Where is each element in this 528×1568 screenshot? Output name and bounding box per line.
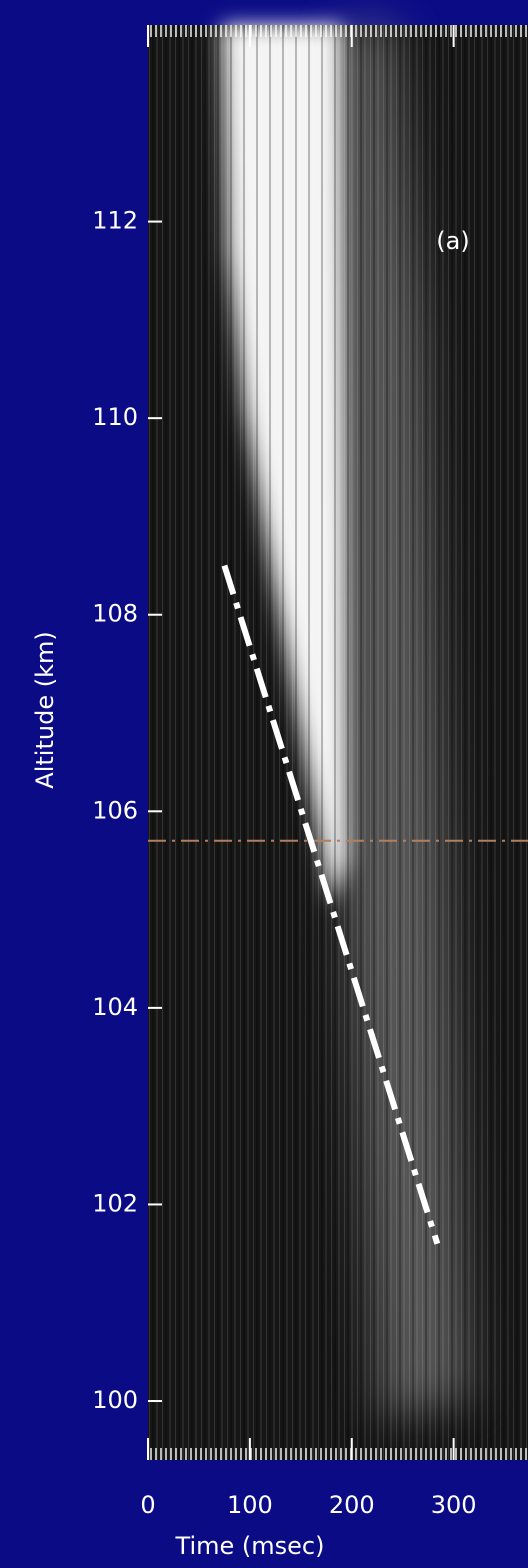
image <box>148 25 528 1460</box>
y-tick-label: 110 <box>92 403 138 431</box>
x-tick-label: 300 <box>431 1491 477 1519</box>
x-tick-label: 200 <box>329 1491 375 1519</box>
y-tick-label: 100 <box>92 1386 138 1414</box>
y-tick-label: 106 <box>92 796 138 824</box>
y-tick-label: 102 <box>92 1189 138 1217</box>
fit-line <box>221 564 441 1245</box>
x-tick-label: 0 <box>140 1491 155 1519</box>
x-axis-label: Time (msec) <box>175 1532 325 1560</box>
y-tick-label: 104 <box>92 993 138 1021</box>
x-tick-label: 100 <box>227 1491 273 1519</box>
y-tick-label: 108 <box>92 600 138 628</box>
y-axis-label: Altitude (km) <box>31 631 59 788</box>
annotation: (a) <box>436 227 469 255</box>
y-tick-label: 112 <box>92 207 138 235</box>
